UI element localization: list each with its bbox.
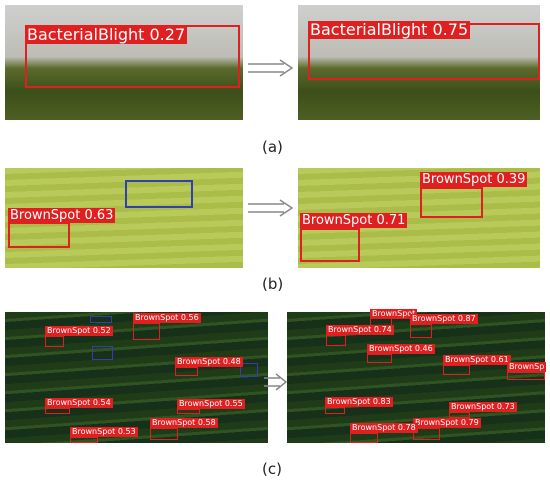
detection-box xyxy=(350,433,378,443)
detection-box xyxy=(8,222,70,248)
detection-label: BacterialBlight 0.75 xyxy=(308,20,471,39)
detection-box xyxy=(449,412,470,418)
detection-box xyxy=(410,324,432,338)
detection-box xyxy=(420,187,483,218)
blue-box xyxy=(125,180,193,208)
detection-label: BrownSpot 0.71 xyxy=(300,213,408,228)
detection-label: BrownSpot 0.56 xyxy=(133,313,201,323)
detection-label: BrownSpot 0.74 xyxy=(326,325,394,335)
detection-box xyxy=(133,323,160,340)
detection-box xyxy=(507,372,545,380)
detection-label: BrownSpot xyxy=(370,309,418,319)
caption: (c) xyxy=(262,460,282,478)
detection-label: BrownSpot 0.79 xyxy=(413,418,481,428)
leaf-image xyxy=(5,5,243,120)
arrow xyxy=(248,59,294,77)
detection-box xyxy=(150,428,178,440)
caption: (b) xyxy=(262,275,284,293)
detection-box xyxy=(443,365,470,375)
detection-label: BrownSpot 0.55 xyxy=(177,399,245,409)
detection-box xyxy=(177,409,200,414)
detection-label: BrownSpot 0.63 xyxy=(8,208,116,223)
detection-label: BacterialBlight 0.27 xyxy=(25,25,188,44)
detection-label: BrownSpot 0.54 xyxy=(45,398,113,408)
detection-box xyxy=(45,408,70,414)
detection-box xyxy=(326,335,346,346)
detection-box xyxy=(413,428,440,440)
detection-label: BrownSpot 0.46 xyxy=(367,344,435,354)
detection-label: BrownSpot 0.73 xyxy=(449,402,517,412)
detection-label: BrownSpot 0.48 xyxy=(175,357,243,367)
detection-box xyxy=(367,354,392,363)
detection-label: BrownSpot 0.87 xyxy=(410,314,478,324)
detection-box xyxy=(70,437,98,443)
blue-box xyxy=(92,346,113,360)
arrow xyxy=(248,199,294,217)
detection-label: BrownSpot 0.52 xyxy=(45,326,113,336)
detection-label: BrownSpot 0.53 xyxy=(70,427,138,437)
detection-box xyxy=(325,407,345,414)
detection-label: BrownSpot 0.58 xyxy=(150,418,218,428)
blue-box xyxy=(240,363,258,377)
detection-box xyxy=(175,367,198,376)
detection-label: BrownSpot 0.39 xyxy=(420,172,528,187)
detection-label: BrownSpot 0.61 xyxy=(443,355,511,365)
detection-label: BrownSp xyxy=(507,362,547,372)
detection-label: BrownSpot 0.78 xyxy=(350,423,418,433)
caption: (a) xyxy=(262,138,283,156)
detection-box xyxy=(45,336,64,347)
detection-box xyxy=(300,228,360,262)
blue-box xyxy=(90,316,112,323)
arrow xyxy=(264,373,288,391)
detection-label: BrownSpot 0.83 xyxy=(325,397,393,407)
